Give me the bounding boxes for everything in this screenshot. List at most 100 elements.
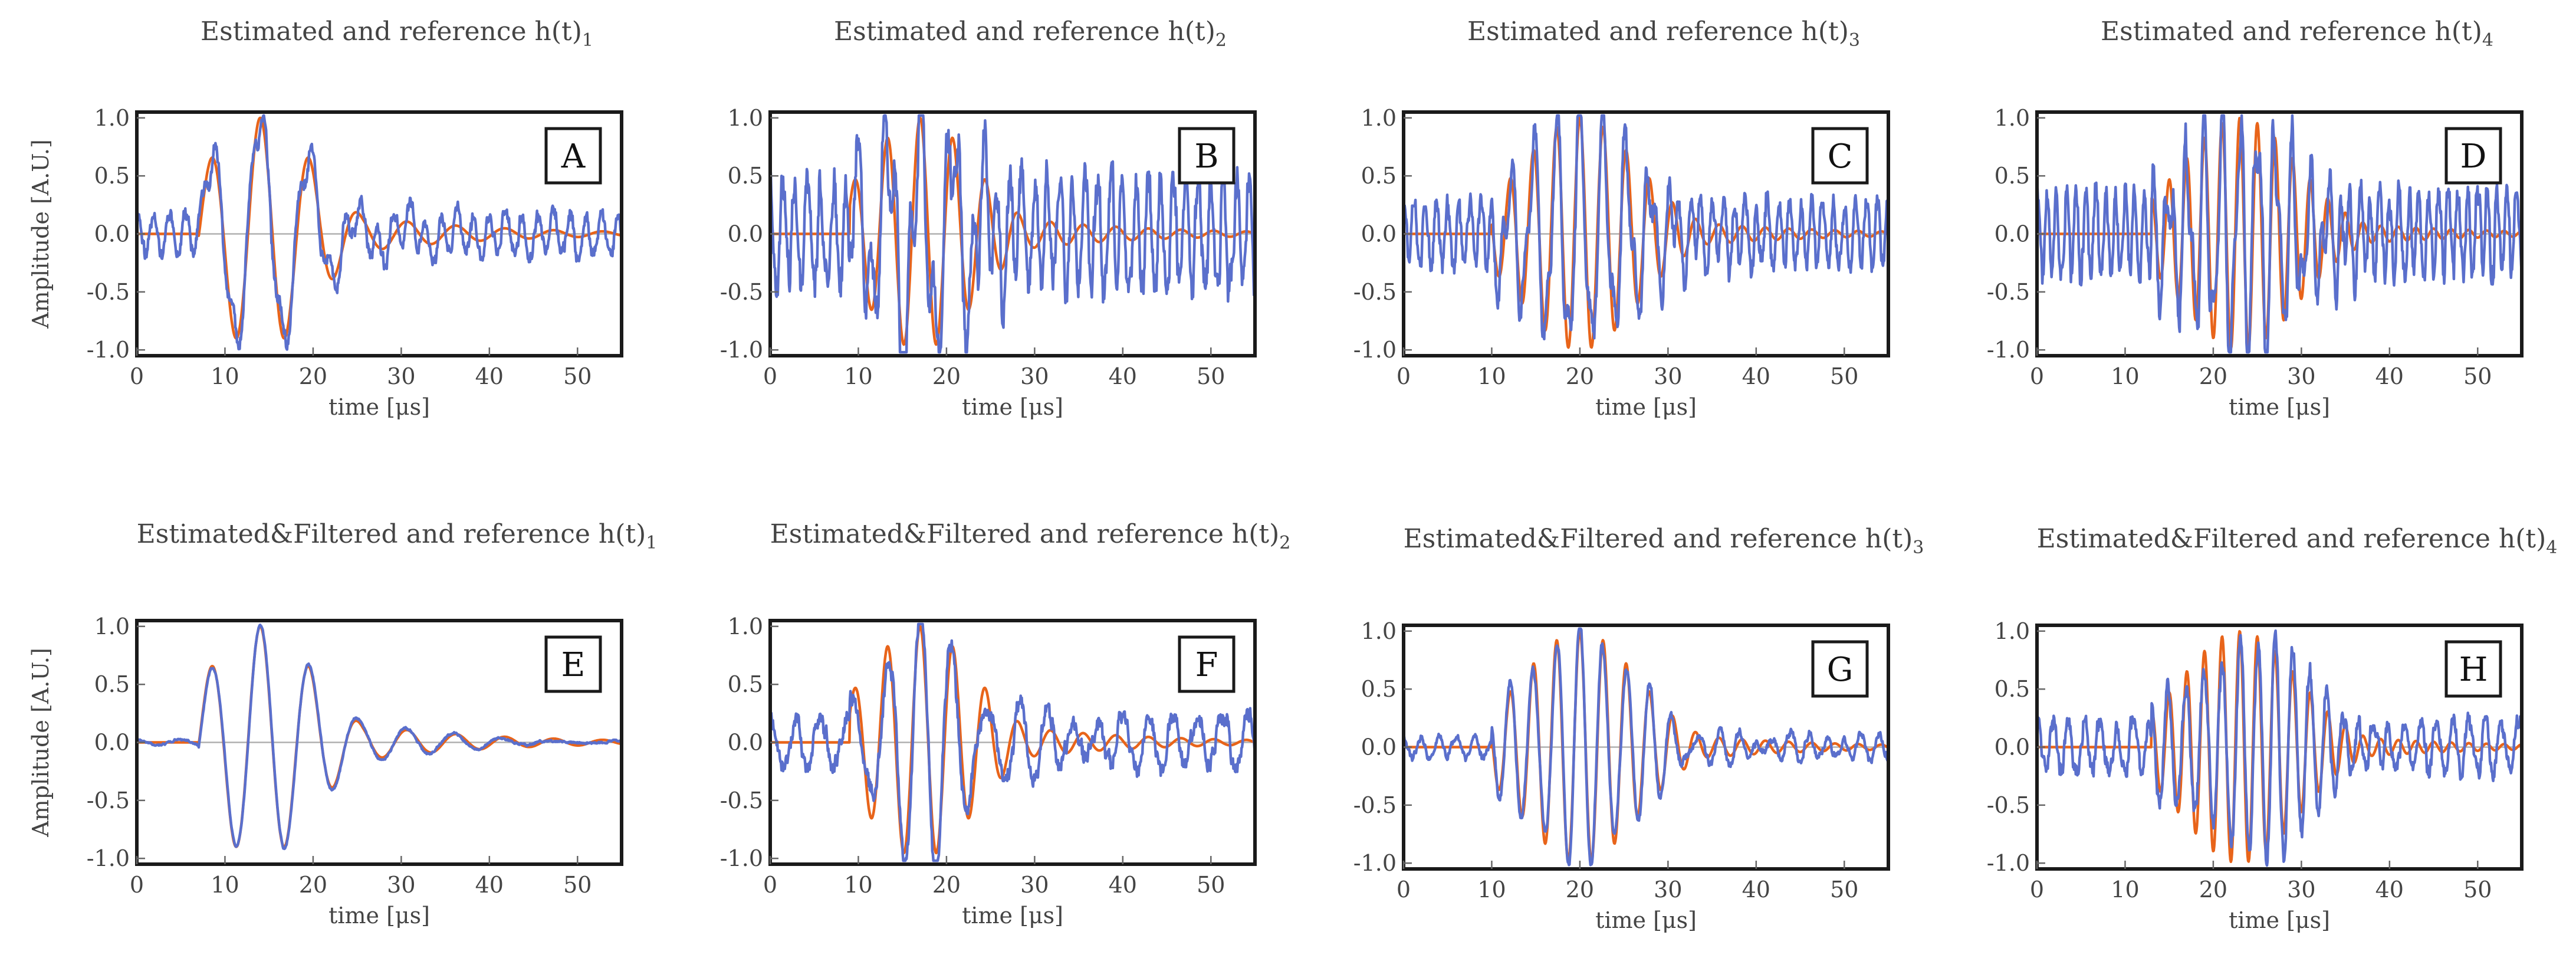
- x-axis-label: time [μs]: [1595, 394, 1697, 420]
- series-estimated: [137, 624, 622, 851]
- x-axis-label: time [μs]: [2229, 907, 2330, 933]
- y-tick-label: -0.5: [720, 279, 763, 305]
- x-axis-label: time [μs]: [1595, 907, 1697, 933]
- x-axis-label: time [μs]: [2229, 394, 2330, 420]
- panel-label-box: [544, 635, 602, 693]
- x-tick-label: 30: [2287, 877, 2315, 903]
- x-tick-label: 30: [1020, 363, 1049, 389]
- y-tick-label: 0.5: [1361, 163, 1397, 189]
- x-tick-label: 20: [299, 872, 327, 898]
- x-tick-label: 30: [387, 872, 415, 898]
- y-tick-label: 0.5: [94, 163, 130, 189]
- x-tick-label: 40: [475, 363, 504, 389]
- y-tick-label: -1.0: [1353, 337, 1397, 363]
- x-tick-label: 50: [1830, 877, 1858, 903]
- panel-label: D: [2460, 137, 2487, 176]
- x-tick-label: 0: [130, 363, 144, 389]
- y-axis-label: Amplitude [A.U.]: [28, 139, 54, 329]
- y-tick-label: -0.5: [87, 279, 130, 305]
- panel-label: A: [561, 137, 586, 176]
- series-estimated: [137, 114, 622, 351]
- x-tick-label: 10: [844, 363, 872, 389]
- panel-label: F: [1195, 646, 1218, 684]
- subplot-title: Estimated&Filtered and reference h(t)2: [770, 519, 1291, 553]
- x-tick-label: 20: [2199, 363, 2227, 389]
- x-tick-label: 0: [130, 872, 144, 898]
- subplot-title: Estimated&Filtered and reference h(t)3: [1404, 524, 1924, 558]
- x-tick-label: 20: [932, 363, 961, 389]
- y-tick-label: 0.0: [1361, 221, 1397, 247]
- subplot-g: Estimated&Filtered and reference h(t)3 0 1…: [1353, 524, 1924, 933]
- x-tick-label: 10: [2111, 363, 2139, 389]
- subplot-title: Estimated and reference h(t)2: [834, 17, 1227, 51]
- y-tick-label: 0.5: [1995, 676, 2030, 702]
- panel-label-box: [1811, 127, 1869, 185]
- x-tick-label: 20: [932, 872, 961, 898]
- subplot-title: Estimated&Filtered and reference h(t)1: [137, 519, 658, 553]
- y-tick-label: 0.5: [728, 163, 763, 189]
- x-tick-label: 10: [211, 872, 239, 898]
- x-tick-label: 0: [1397, 363, 1411, 389]
- x-tick-label: 30: [1654, 877, 1682, 903]
- panel-label-box: [1178, 127, 1236, 185]
- y-tick-label: -1.0: [720, 845, 763, 871]
- y-tick-label: 0.5: [94, 671, 130, 697]
- x-tick-label: 50: [2463, 877, 2492, 903]
- y-tick-label: -0.5: [1353, 792, 1397, 818]
- y-tick-label: -1.0: [1987, 850, 2030, 876]
- subplot-c: Estimated and reference h(t)3 0 10 20 30 40 50…: [1353, 17, 1890, 420]
- y-tick-label: -1.0: [1353, 850, 1397, 876]
- y-tick-label: -0.5: [1353, 279, 1397, 305]
- x-tick-label: 30: [1020, 872, 1049, 898]
- x-tick-label: 50: [1830, 363, 1858, 389]
- panel-label: H: [2459, 651, 2488, 689]
- x-tick-label: 50: [563, 363, 592, 389]
- panel-label: E: [561, 646, 586, 684]
- y-tick-label: 0.0: [94, 221, 130, 247]
- panel-label-box: [2444, 640, 2502, 698]
- subplot-h: Estimated&Filtered and reference h(t)4 0 1…: [1987, 524, 2558, 933]
- x-tick-label: 50: [1197, 363, 1225, 389]
- panel-label: B: [1194, 137, 1218, 176]
- x-tick-label: 40: [1109, 363, 1137, 389]
- x-axis-label: time [μs]: [962, 903, 1063, 929]
- x-tick-label: 30: [387, 363, 415, 389]
- y-tick-label: 0.0: [1995, 221, 2030, 247]
- x-tick-label: 40: [1742, 363, 1770, 389]
- series-estimated: [770, 114, 1255, 354]
- y-tick-label: 1.0: [1995, 105, 2030, 131]
- subplot-title: Estimated and reference h(t)4: [2101, 17, 2493, 51]
- x-axis-label: time [μs]: [328, 394, 430, 420]
- x-tick-label: 40: [1742, 877, 1770, 903]
- y-tick-label: 1.0: [1361, 105, 1397, 131]
- y-tick-label: 1.0: [1995, 618, 2030, 644]
- y-tick-label: 1.0: [1361, 618, 1397, 644]
- y-tick-label: -0.5: [720, 788, 763, 813]
- x-tick-label: 20: [1566, 363, 1594, 389]
- x-tick-label: 30: [2287, 363, 2315, 389]
- x-tick-label: 40: [475, 872, 504, 898]
- y-tick-label: 1.0: [728, 105, 763, 131]
- panel-label-box: [1178, 635, 1236, 693]
- y-tick-label: -0.5: [1987, 279, 2030, 305]
- series-estimated: [770, 622, 1255, 862]
- subplot-a: Estimated and reference h(t)1 0 10 20 30 40 50…: [28, 17, 623, 420]
- x-tick-label: 20: [1566, 877, 1594, 903]
- subplot-title: Estimated and reference h(t)3: [1467, 17, 1860, 51]
- x-tick-label: 30: [1654, 363, 1682, 389]
- x-tick-label: 10: [844, 872, 872, 898]
- y-tick-label: -1.0: [1987, 337, 2030, 363]
- y-tick-label: 0.0: [728, 730, 763, 756]
- panel-label-box: [544, 127, 602, 185]
- x-tick-label: 10: [211, 363, 239, 389]
- series-estimated: [2037, 114, 2522, 354]
- series-estimated: [2037, 629, 2522, 867]
- x-tick-label: 10: [2111, 877, 2139, 903]
- series-estimated: [1404, 627, 1888, 867]
- x-tick-label: 40: [1109, 872, 1137, 898]
- subplot-d: Estimated and reference h(t)4 0 10 20 30 40 50…: [1987, 17, 2524, 420]
- panel-label-box: [2444, 127, 2502, 185]
- y-tick-label: -1.0: [87, 337, 130, 363]
- y-tick-label: 0.0: [728, 221, 763, 247]
- y-tick-label: -1.0: [720, 337, 763, 363]
